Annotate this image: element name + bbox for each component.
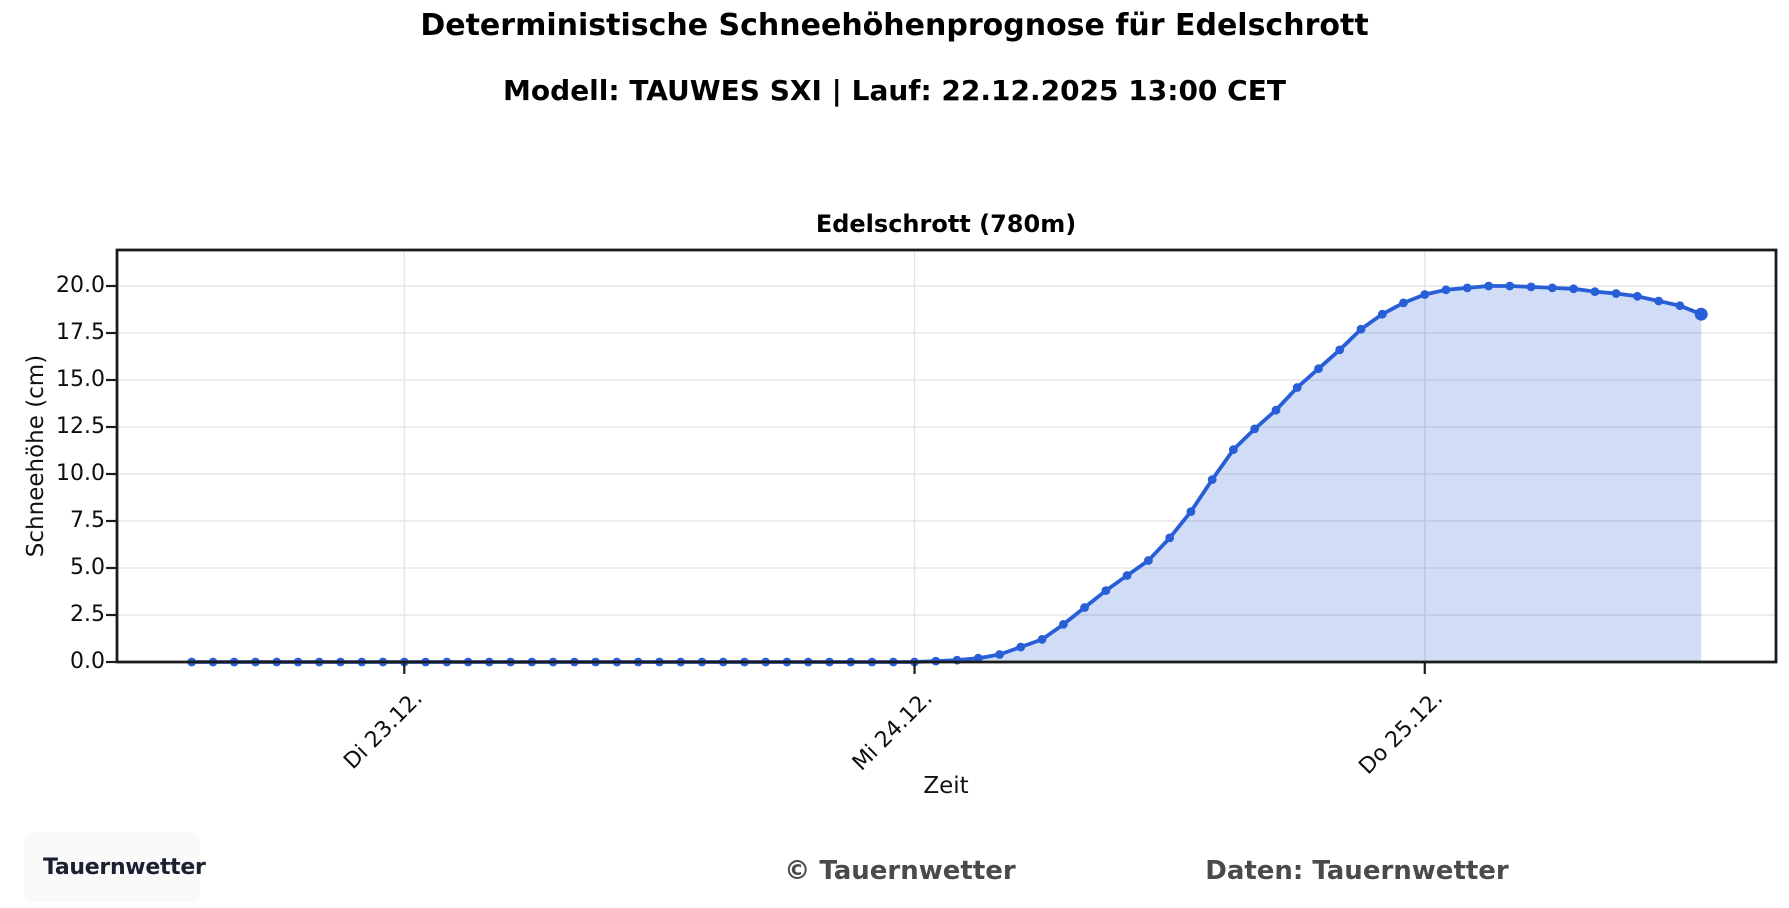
y-tick-label: 15.0	[56, 367, 105, 392]
logo-text: Tauernwetter	[43, 854, 206, 880]
tauernwetter-logo: Tauernwetter	[24, 832, 206, 902]
figure-subtitle: Modell: TAUWES SXI | Lauf: 22.12.2025 13…	[503, 74, 1286, 107]
y-tick-label: 12.5	[56, 414, 105, 439]
y-tick-label: 0.0	[70, 649, 105, 674]
axes-spines	[115, 248, 1778, 664]
y-tick-label: 7.5	[70, 508, 105, 533]
y-tick-label: 2.5	[70, 602, 105, 627]
y-tick-label: 20.0	[56, 273, 105, 298]
footer-copyright: © Tauernwetter	[784, 856, 1016, 886]
footer-data-source: Daten: Tauernwetter	[1205, 856, 1509, 886]
y-tick-label: 5.0	[70, 555, 105, 580]
x-axis-label: Zeit	[923, 773, 969, 799]
axes-title: Edelschrott (780m)	[815, 210, 1077, 238]
tick-marks	[106, 284, 1426, 674]
y-tick-label: 10.0	[56, 461, 105, 486]
area-fill	[191, 286, 1702, 662]
y-tick-label: 17.5	[56, 320, 105, 345]
figure-title: Deterministische Schneehöhenprognose für…	[420, 8, 1369, 43]
